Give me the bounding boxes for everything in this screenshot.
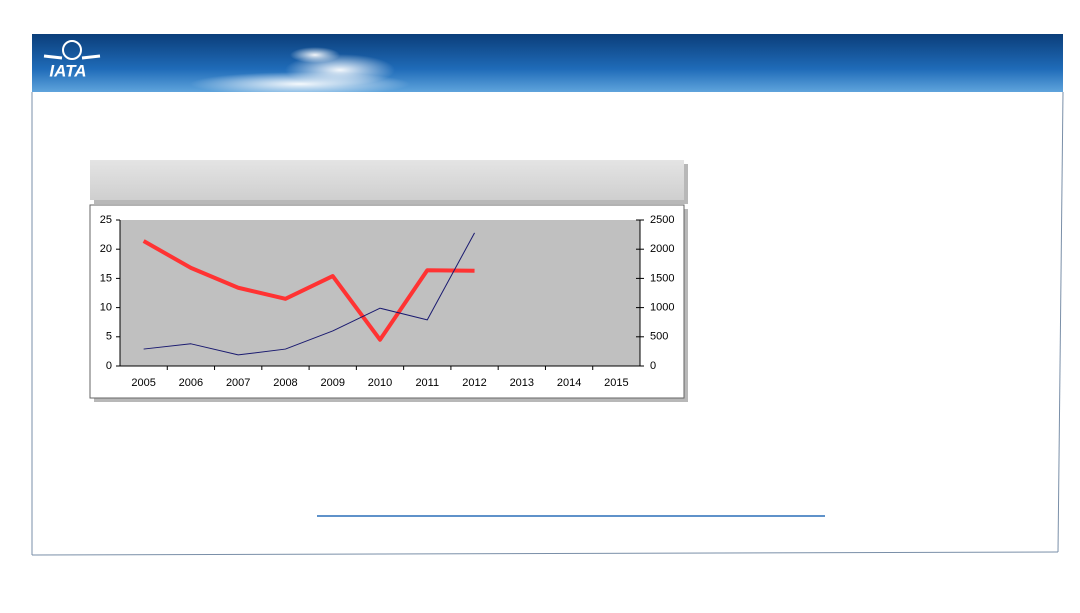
x-tick-label: 2013 (510, 377, 534, 389)
x-tick-label: 2015 (604, 377, 628, 389)
x-tick-label: 2009 (320, 377, 344, 389)
y2-tick-label: 2500 (650, 214, 674, 226)
cloud (290, 47, 340, 63)
y-tick-label: 15 (100, 272, 112, 284)
y2-tick-label: 0 (650, 360, 656, 372)
y2-tick-label: 1000 (650, 302, 674, 314)
header-banner (32, 34, 1063, 92)
slide-border (1057, 91, 1064, 553)
slide-border (31, 551, 1059, 556)
logo-wings (43, 54, 101, 60)
y-tick-label: 20 (100, 243, 112, 255)
x-tick-label: 2005 (131, 377, 155, 389)
x-tick-label: 2007 (226, 377, 250, 389)
series-line (142, 239, 475, 342)
x-tick-label: 2010 (368, 377, 392, 389)
x-tick-label: 2014 (557, 377, 581, 389)
logo-globe (62, 40, 82, 60)
y2-tick-label: 1500 (650, 272, 674, 284)
plot-area (120, 220, 640, 366)
logo-text: IATA (49, 61, 86, 80)
y-tick-label: 5 (106, 331, 112, 343)
x-tick-label: 2006 (179, 377, 203, 389)
y-tick-label: 10 (100, 302, 112, 314)
y-tick-label: 0 (106, 360, 112, 372)
y-tick-label: 25 (100, 214, 112, 226)
y2-tick-label: 2000 (650, 243, 674, 255)
x-tick-label: 2011 (415, 377, 439, 389)
series-line (143, 232, 475, 356)
x-tick-label: 2012 (462, 377, 486, 389)
x-tick-label: 2008 (273, 377, 297, 389)
chart-title-bar (90, 160, 684, 200)
y2-tick-label: 500 (650, 331, 668, 343)
